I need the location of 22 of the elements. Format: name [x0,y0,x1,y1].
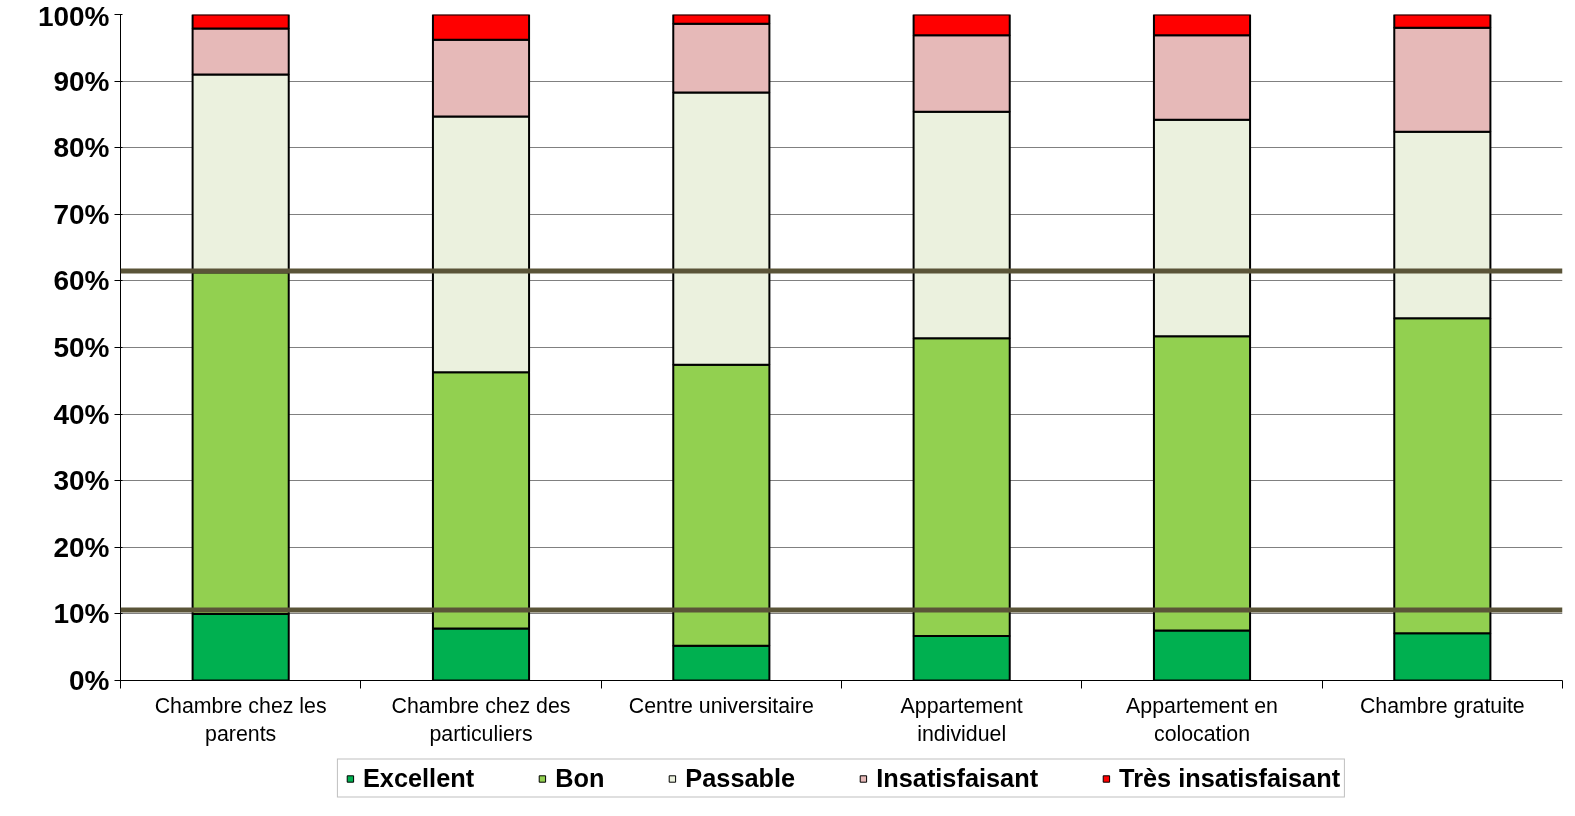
x-tick-label: Appartement en colocation [1126,693,1278,747]
y-tick-label: 40% [53,398,110,430]
x-tick-label: Chambre gratuite [1359,693,1525,718]
x-tick-label: Appartement individuel [900,693,1023,747]
legend-label: Excellent [362,763,475,793]
y-tick-label: 30% [53,465,110,497]
x-tick-label: Chambre chez des particuliers [391,693,571,747]
y-tick-label: 100% [37,0,110,32]
legend-label: Bon [555,763,605,793]
x-tick-label: Centre universitaire [628,693,814,718]
x-tick-label: Chambre chez les parents [154,693,327,747]
y-tick-label: 70% [53,198,110,230]
y-tick-label: 60% [53,265,110,297]
y-tick-label: 90% [53,65,110,97]
y-tick-label: 80% [53,132,110,164]
y-tick-label: 0% [69,665,110,696]
legend-label: Insatisfaisant [876,763,1039,793]
y-tick-label: 50% [53,332,110,363]
legend-label: Très insatisfaisant [1119,763,1341,793]
y-tick-label: 20% [53,531,110,563]
y-tick-label: 10% [53,598,110,630]
legend-label: Passable [685,763,796,793]
